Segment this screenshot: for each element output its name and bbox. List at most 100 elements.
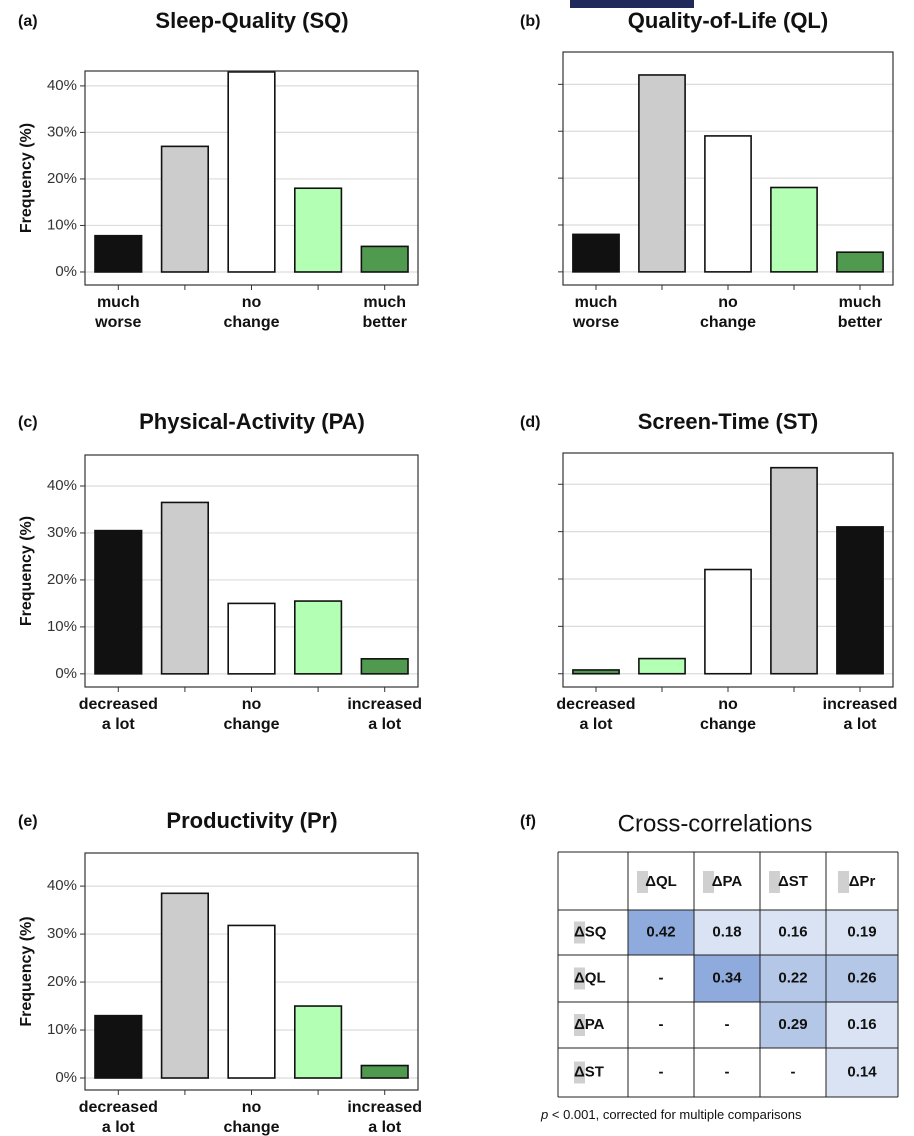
y-tick-label: 0% <box>55 1069 77 1086</box>
cell-shade <box>628 1048 694 1097</box>
cropped-header-block <box>570 0 694 8</box>
delta-highlight <box>574 1014 585 1036</box>
panel-label: (e) <box>18 813 38 830</box>
y-tick-label: 40% <box>47 77 77 94</box>
cell-shade <box>628 1002 694 1048</box>
bar <box>293 187 343 273</box>
y-tick-label: 0% <box>55 263 77 280</box>
x-tick-label: much worse <box>94 294 141 331</box>
y-tick-label: 20% <box>47 170 77 187</box>
x-tick-label: no change <box>223 1099 279 1136</box>
panel-label: (d) <box>520 414 540 431</box>
cell-value: - <box>659 1063 664 1080</box>
column-header: ΔPA <box>712 873 743 890</box>
cell-shade <box>826 910 898 955</box>
delta-highlight <box>574 967 585 990</box>
column-header: ΔST <box>778 873 808 890</box>
cell-shade <box>760 1048 826 1097</box>
x-tick-label: no change <box>223 696 279 733</box>
y-tick-label: 10% <box>47 1021 77 1038</box>
delta-highlight <box>838 871 849 893</box>
bar <box>227 71 276 273</box>
bar <box>704 135 752 273</box>
panel-label: (b) <box>520 13 540 30</box>
y-tick-label: 30% <box>47 524 77 541</box>
plot-frame <box>84 454 419 688</box>
y-tick-label: 30% <box>47 925 77 942</box>
bar <box>638 657 686 675</box>
bar <box>227 602 276 675</box>
x-tick-label: no change <box>223 294 279 331</box>
x-tick-label: decreased a lot <box>79 1099 158 1136</box>
footnote: p < 0.001, corrected for multiple compar… <box>540 1107 802 1122</box>
y-tick-label: 40% <box>47 877 77 894</box>
x-tick-label: decreased a lot <box>79 696 158 733</box>
plot-frame <box>84 852 419 1091</box>
cell-shade <box>694 1048 760 1097</box>
panel-label: (a) <box>18 13 38 30</box>
chart-title: Screen-Time (ST) <box>638 409 819 434</box>
bar <box>293 1005 343 1079</box>
bar <box>704 568 752 675</box>
row-header: ΔQL <box>574 969 606 986</box>
bar <box>160 145 210 273</box>
y-tick-label: 10% <box>47 216 77 233</box>
cell-value: - <box>659 969 664 986</box>
bar <box>227 924 276 1079</box>
cell-shade <box>826 1048 898 1097</box>
cell-shade <box>760 1002 826 1048</box>
bar <box>293 600 343 675</box>
chart-title: Physical-Activity (PA) <box>139 409 365 434</box>
bar <box>770 186 818 273</box>
cell-shade <box>628 910 694 955</box>
cell-value: 0.42 <box>646 923 675 940</box>
x-tick-label: much worse <box>572 294 619 331</box>
chart-title: Productivity (Pr) <box>166 808 337 833</box>
bar <box>572 669 620 675</box>
cell-value: - <box>725 1063 730 1080</box>
x-tick-label: increased a lot <box>347 1099 422 1136</box>
column-header: ΔQL <box>645 873 677 890</box>
footnote-text: < 0.001, corrected for multiple comparis… <box>552 1107 802 1122</box>
cell-value: 0.16 <box>778 923 807 940</box>
column-header: ΔPr <box>849 873 876 890</box>
bar <box>94 1014 143 1079</box>
row-header: ΔPA <box>574 1016 605 1033</box>
cell-value: - <box>725 1016 730 1033</box>
bar <box>770 466 818 675</box>
cell-value: 0.18 <box>712 923 741 940</box>
bar <box>836 526 884 675</box>
bar <box>360 1064 409 1079</box>
cell-value: 0.22 <box>778 969 807 986</box>
y-axis-label: Frequency (%) <box>18 916 35 1026</box>
y-tick-label: 0% <box>55 665 77 682</box>
delta-highlight <box>637 871 648 893</box>
footnote-symbol: p <box>540 1107 548 1122</box>
delta-highlight <box>574 1061 585 1084</box>
bar <box>360 658 409 675</box>
table-title: Cross-correlations <box>618 810 813 837</box>
x-tick-label: decreased a lot <box>556 696 635 733</box>
bar <box>94 529 143 675</box>
y-tick-label: 10% <box>47 618 77 635</box>
x-tick-label: no change <box>700 294 756 331</box>
bar <box>94 234 143 273</box>
delta-highlight <box>703 871 714 893</box>
delta-highlight <box>769 871 780 893</box>
cell-shade <box>826 955 898 1002</box>
plot-frame <box>84 70 419 286</box>
y-axis-label: Frequency (%) <box>18 516 35 626</box>
x-tick-label: increased a lot <box>823 696 898 733</box>
panel-label: (c) <box>18 414 38 431</box>
x-tick-label: much better <box>362 294 406 331</box>
y-tick-label: 40% <box>47 477 77 494</box>
x-tick-label: increased a lot <box>347 696 422 733</box>
y-tick-label: 30% <box>47 123 77 140</box>
cell-value: 0.26 <box>847 969 876 986</box>
bar <box>836 251 884 273</box>
chart-title: Quality-of-Life (QL) <box>628 8 828 33</box>
bar <box>160 501 210 675</box>
plot-frame <box>562 51 894 286</box>
cell-value: 0.19 <box>847 923 876 940</box>
